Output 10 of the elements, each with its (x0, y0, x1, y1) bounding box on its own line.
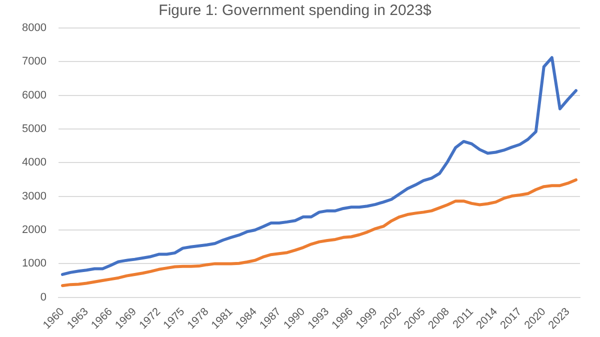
y-tick-label: 3000 (22, 190, 46, 202)
y-tick-label: 2000 (22, 224, 46, 236)
chart-title: Figure 1: Government spending in 2023$ (158, 2, 432, 20)
y-tick-label: 0 (40, 291, 46, 304)
y-tick-label: 6000 (22, 89, 46, 102)
y-tick-label: 7000 (22, 56, 46, 68)
y-tick-label: 1000 (22, 258, 46, 270)
y-tick-label: 8000 (22, 22, 46, 34)
y-tick-label: 5000 (22, 123, 46, 136)
y-tick-label: 4000 (22, 156, 46, 169)
